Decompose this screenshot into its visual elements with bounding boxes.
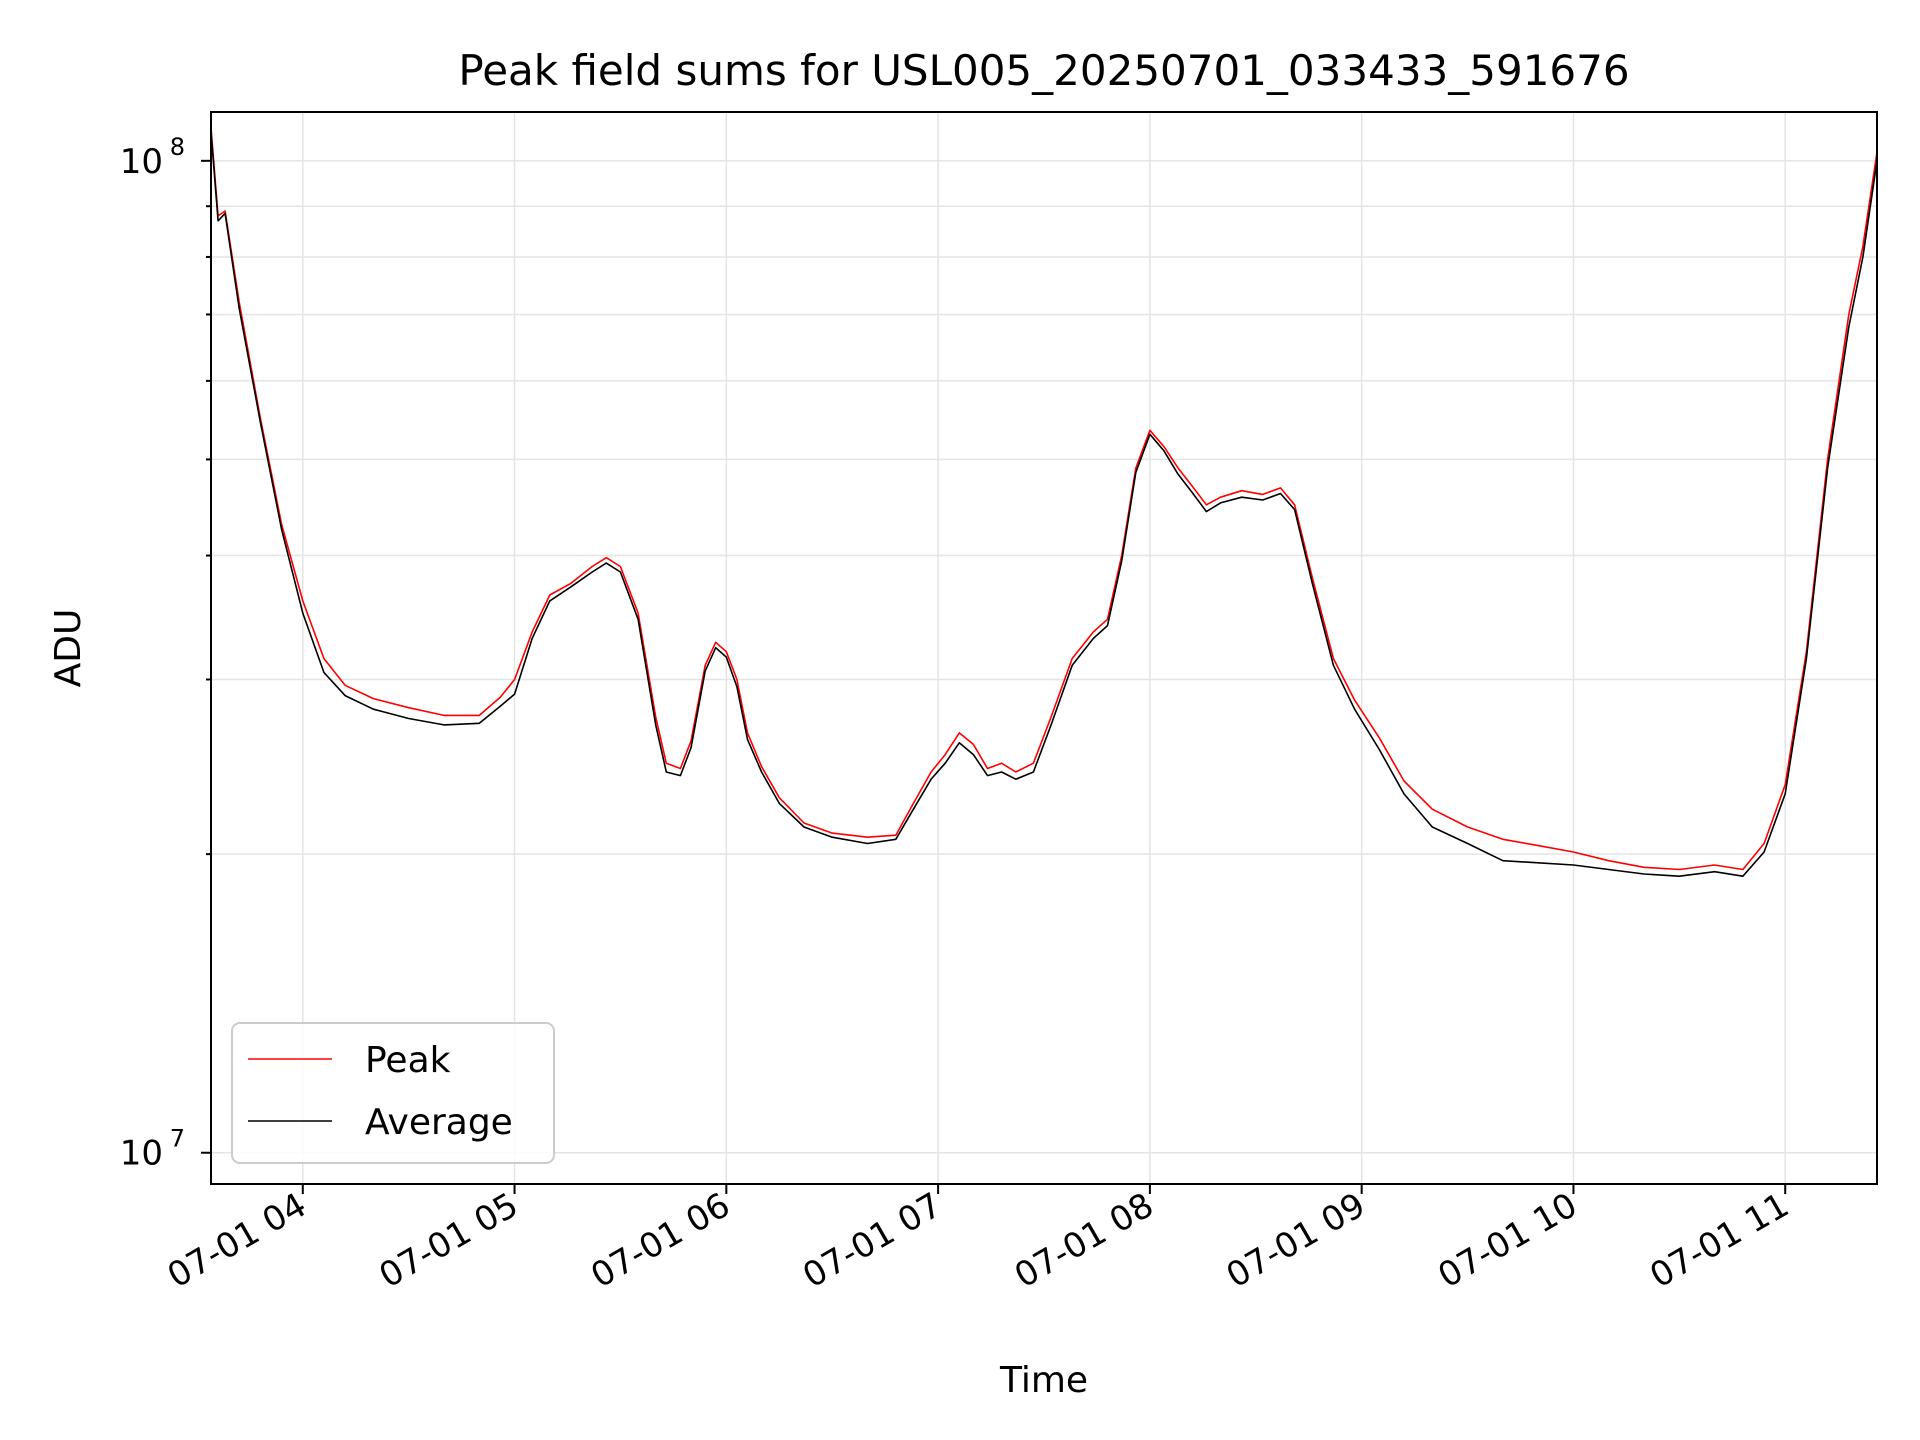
legend-label-peak: Peak bbox=[365, 1040, 451, 1081]
series-layer bbox=[210, 127, 1878, 877]
plot-area bbox=[211, 112, 1877, 1184]
legend: Peak Average bbox=[231, 1022, 555, 1164]
y-tick-label-exponent: 7 bbox=[170, 1125, 185, 1153]
legend-box bbox=[231, 1022, 555, 1164]
y-tick-label-exponent: 8 bbox=[170, 133, 185, 161]
legend-label-average: Average bbox=[365, 1102, 513, 1143]
plot-frame bbox=[210, 111, 1878, 1185]
x-axis-label: Time bbox=[999, 1360, 1088, 1401]
y-tick-label: 10 bbox=[120, 1134, 163, 1174]
y-axis-label: ADU bbox=[48, 609, 89, 688]
series-line-average bbox=[210, 131, 1878, 877]
y-tick-label: 10 bbox=[120, 142, 163, 182]
chart-title: Peak field sums for USL005_20250701_0334… bbox=[458, 46, 1629, 95]
grid bbox=[211, 112, 1877, 1184]
series-line-peak bbox=[210, 127, 1878, 871]
